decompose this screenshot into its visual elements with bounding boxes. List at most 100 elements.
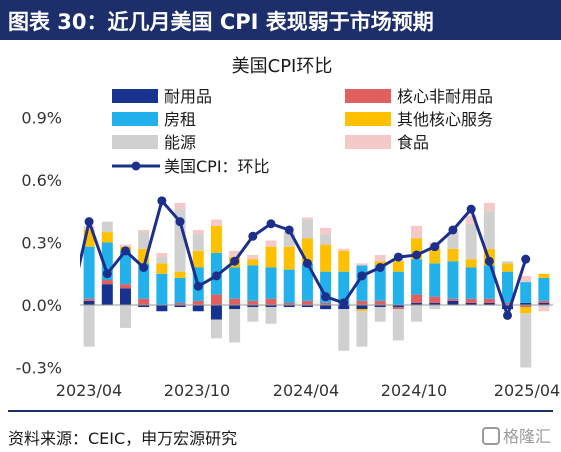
bar-segment-rent <box>301 263 313 301</box>
cpi-point <box>120 246 130 256</box>
cpi-point <box>302 258 312 268</box>
bar-segment-rent <box>138 263 150 299</box>
figure-header: 图表 30：近几月美国 CPI 表现弱于市场预期 <box>0 0 561 40</box>
bar-segment-other_core_services <box>210 225 222 253</box>
bar-segment-other_core_services <box>411 238 423 260</box>
bar-segment-core_nondurable <box>356 300 368 305</box>
bar-segment-durable <box>247 305 259 308</box>
bar-segment-durable <box>465 302 477 305</box>
bar-segment-other_core_services <box>392 261 404 272</box>
x-axis: 2023/04 2023/10 2024/04 2024/10 2025/04 <box>56 381 560 400</box>
bar-segment-other_core_services <box>447 248 459 262</box>
bar-segment-other_core_services <box>265 246 277 268</box>
y-tick-label: 0.0% <box>21 296 62 315</box>
bar-segment-energy <box>356 311 368 347</box>
bar-segment-core_nondurable <box>138 298 150 305</box>
bar-segment-durable <box>265 305 277 308</box>
bar-segment-core_nondurable <box>411 294 423 303</box>
bar-segment-rent <box>392 271 404 305</box>
bar-segment-durable <box>411 302 423 305</box>
bar-segment-core_nondurable <box>174 302 186 305</box>
cpi-point <box>139 263 149 272</box>
bar-segment-food <box>265 240 277 247</box>
bar-segment-rent <box>156 273 168 305</box>
bar-segment-energy <box>283 232 295 247</box>
bar-segment-rent <box>101 242 113 280</box>
bar-segment-core_nondurable <box>119 284 131 289</box>
bar-segment-energy <box>447 234 459 249</box>
bar-segment-food <box>301 217 313 220</box>
bar-segment-energy <box>320 234 332 245</box>
legend-swatch-energy <box>112 135 158 149</box>
bar-segment-food <box>156 252 168 258</box>
bar-segment-energy <box>374 307 386 322</box>
bar-segment-durable <box>520 302 532 305</box>
bar-segment-food <box>174 202 186 210</box>
bar-segment-food <box>138 230 150 233</box>
bar-segment-rent <box>283 269 295 303</box>
bar-segment-rent <box>119 250 131 285</box>
cpi-point <box>266 219 276 229</box>
x-tick-label: 2023/04 <box>56 381 122 400</box>
bar-segment-core_nondurable <box>192 300 204 305</box>
bar-segment-food <box>483 202 495 212</box>
cpi-point <box>466 204 476 214</box>
cpi-line-lead <box>80 221 91 269</box>
legend-label-core_nondurable: 核心非耐用品 <box>397 87 493 106</box>
chart-container: 美国CPI环比 耐用品 核心非耐用品 房租 其他核心服务 能源 食品 美国CPI：环比 -0… <box>0 40 561 410</box>
bar-segment-core_nondurable <box>538 300 550 303</box>
cpi-point <box>375 263 385 272</box>
bar-segment-durable <box>101 284 113 305</box>
bar-segment-rent <box>174 277 186 303</box>
legend-swatch-other_core_services <box>345 112 391 126</box>
bar-segment-durable <box>502 305 514 310</box>
y-tick-label: 0.3% <box>21 234 62 253</box>
bar-segment-energy <box>520 313 532 368</box>
bar-segment-energy <box>301 219 313 239</box>
cpi-point <box>230 256 240 266</box>
bar-segment-food <box>119 244 131 247</box>
bar-segment-energy <box>119 305 131 328</box>
bar-segment-rent <box>356 265 368 301</box>
bar-segment-energy <box>502 261 514 264</box>
bar-segment-energy <box>338 309 350 351</box>
bar-segment-other_core_services <box>429 248 441 264</box>
bar-segment-energy <box>174 209 186 272</box>
source-note: 资料来源：CEIC，申万宏源研究 <box>8 429 238 448</box>
bar-segment-core_nondurable <box>447 298 459 301</box>
y-axis: -0.3% 0.0% 0.3% 0.6% 0.9% <box>16 109 62 378</box>
bar-segment-core_nondurable <box>265 298 277 305</box>
bar-segment-energy <box>229 309 241 343</box>
cpi-point <box>175 217 185 227</box>
bar-segment-energy <box>138 232 150 249</box>
bar-segment-other_core_services <box>283 246 295 270</box>
bar-segment-durable <box>138 305 150 308</box>
cpi-point <box>339 298 349 308</box>
bar-segment-rent <box>429 263 441 297</box>
x-tick-label: 2024/10 <box>381 381 447 400</box>
legend-swatch-food <box>345 135 391 149</box>
bar-segment-core_nondurable <box>229 298 241 305</box>
bar-segment-rent <box>483 265 495 299</box>
bar-segment-food <box>411 225 423 239</box>
bar-segment-durable <box>429 302 441 305</box>
legend-marker-cpi_mom <box>131 161 141 171</box>
cpi-point <box>430 242 440 252</box>
bar-segment-durable <box>119 288 131 305</box>
watermark-logo-icon <box>481 427 500 445</box>
bar-segment-durable <box>301 305 313 308</box>
bar-segment-rent <box>520 282 532 303</box>
bar-segment-core_nondurable <box>283 302 295 305</box>
bar-segment-rent <box>538 277 550 301</box>
cpi-point <box>248 231 258 241</box>
bar-segment-other_core_services <box>192 250 204 268</box>
bar-segment-energy <box>247 307 259 322</box>
cpi-point <box>448 225 458 235</box>
bar-segment-rent <box>502 271 514 303</box>
bar-segment-core_nondurable <box>465 298 477 303</box>
bar-segment-food <box>538 307 550 312</box>
header-background <box>0 0 561 40</box>
bar-segment-durable <box>83 300 95 305</box>
bar-segment-other_core_services <box>356 309 368 312</box>
